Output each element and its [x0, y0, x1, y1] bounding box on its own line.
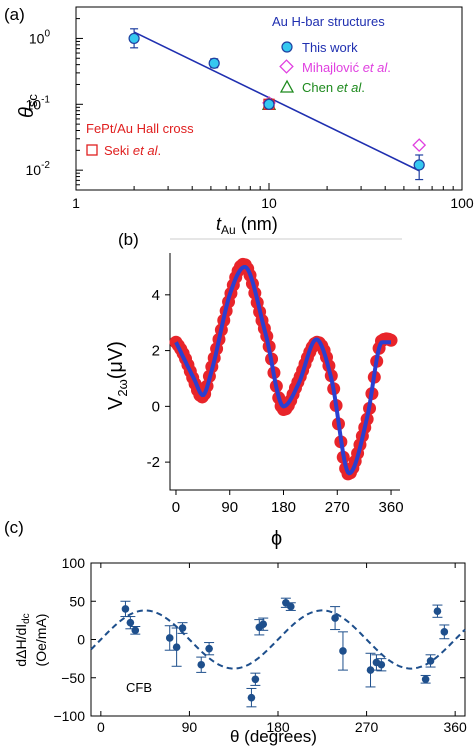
panel-a-point-this-work — [128, 32, 140, 45]
panel-b: (b) 0 90 180 270 360 -2 0 2 4 ϕ V2ω(μV) — [105, 230, 404, 550]
panel-a-point-this-work — [413, 159, 425, 171]
panel-a-ytick-label: 10-2 — [26, 160, 51, 178]
panel-c-data-point — [205, 644, 213, 653]
panel-c-data-point — [366, 666, 375, 674]
panel-c-data-point — [197, 660, 206, 669]
panel-c-data-point — [165, 634, 174, 642]
panel-b-label: (b) — [118, 230, 139, 249]
panel-b-axes — [169, 253, 400, 491]
panel-c-data-point — [426, 657, 435, 665]
panel-c-data-point — [339, 647, 347, 655]
panel-c-data-point — [121, 605, 130, 613]
panel-c-ylabel-line2: (Oe/mA) — [33, 614, 49, 667]
panel-c-fit-curve — [90, 609, 466, 670]
panel-c-xtick-label: 270 — [355, 719, 379, 735]
panel-a-point-this-work — [208, 57, 220, 69]
legend-fept-title: FePt/Au Hall cross — [86, 121, 194, 136]
panel-a-label: (a) — [4, 5, 25, 24]
panel-c-data-point — [433, 607, 442, 615]
panel-b-ytick-label: -2 — [147, 454, 160, 471]
panel-c-label: (c) — [4, 518, 24, 537]
panel-a-xtick-label: 1 — [72, 195, 80, 211]
panel-c-annotation: CFB — [126, 680, 152, 695]
panel-b-xtick-label: 270 — [325, 499, 350, 516]
panel-a-point-mihajlovic — [412, 138, 427, 153]
panel-c-data-point — [331, 614, 339, 622]
panel-c-data-point — [172, 643, 181, 651]
panel-b-ytick-label: 4 — [152, 287, 160, 304]
panel-a-ylabel: θsc — [16, 94, 40, 118]
panel-b-fit-line — [174, 265, 391, 476]
panel-a-fit-line — [133, 31, 420, 172]
panel-c-xtick-label: 90 — [182, 719, 198, 735]
panel-c-data-point — [178, 624, 187, 632]
panel-c-xtick-label: 360 — [443, 719, 467, 735]
panel-c-data-point — [440, 628, 449, 636]
legend-label-seki: Seki et al. — [104, 143, 161, 158]
panel-c-ytick-label: 100 — [62, 555, 86, 571]
legend-marker-this-work — [281, 41, 293, 53]
panel-c-ytick-label: 0 — [77, 632, 85, 648]
panel-c-data-point — [131, 626, 140, 635]
panel-a-xtick-label: 10 — [261, 195, 277, 211]
panel-b-xtick-label: 180 — [271, 499, 296, 516]
panel-b-ylabel: V2ω(μV) — [105, 341, 130, 410]
legend-marker-seki — [86, 144, 98, 156]
panel-c-data-point — [421, 675, 430, 684]
panel-c-data-point — [377, 660, 386, 669]
panel-a-xtick-label: 100 — [450, 195, 474, 211]
panel-b-xtick-label: 90 — [221, 499, 238, 516]
panel-a: (a) 1 10 100 10-2 10-1 100 Au H-bar structure… — [4, 5, 474, 237]
panel-c-ytick-label: 50 — [69, 593, 85, 609]
panel-c-data-point — [247, 693, 256, 702]
panel-c-data-point — [286, 602, 295, 611]
panel-c-ylabel-line1: dΔH/dIdc — [13, 613, 32, 666]
panel-b-xtick-label: 360 — [379, 499, 404, 516]
panel-c-data-point — [259, 620, 268, 628]
panel-b-ytick-label: 2 — [152, 343, 160, 360]
panel-c-ytick-label: −100 — [53, 708, 85, 724]
panel-b-xtick-label: 0 — [172, 499, 180, 516]
panel-a-point-this-work — [263, 98, 275, 110]
panel-c-xtick-label: 0 — [97, 719, 105, 735]
legend-label-mihajlovic: Mihajlović et al. — [302, 60, 391, 75]
panel-b-ytick-label: 0 — [152, 398, 160, 415]
panel-c-xtick-label: 180 — [266, 719, 290, 735]
panel-a-xlabel: tAu (nm) — [216, 214, 278, 237]
panel-b-xlabel: ϕ — [271, 528, 282, 550]
panel-c-data-point — [251, 675, 260, 684]
legend-marker-mihajlovic — [279, 59, 294, 74]
panel-a-ytick-label: 100 — [29, 28, 51, 46]
legend-marker-chen — [279, 79, 295, 93]
panel-a-ytick-label: 10-1 — [26, 94, 51, 112]
legend-au-title: Au H-bar structures — [272, 14, 385, 29]
panel-c: (c) 0 90 180 270 360 −100 −50 0 50 100 CFB θ (deg… — [4, 518, 467, 746]
legend-label-chen: Chen et al. — [302, 80, 365, 95]
panel-c-xlabel: θ (degrees) — [230, 727, 317, 746]
panel-c-ytick-label: −50 — [61, 670, 85, 686]
legend-label-this-work: This work — [302, 40, 358, 55]
panel-c-data-point — [126, 618, 135, 627]
